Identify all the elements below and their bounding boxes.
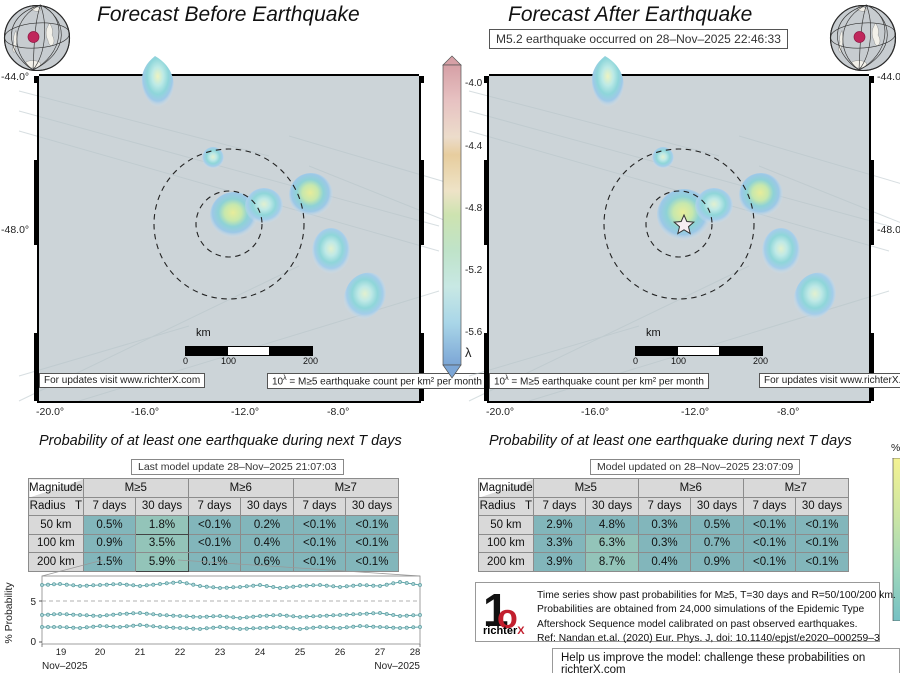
svg-text:26: 26 bbox=[335, 647, 346, 658]
svg-text:0: 0 bbox=[30, 637, 36, 648]
svg-text:19: 19 bbox=[56, 647, 67, 658]
svg-text:27: 27 bbox=[375, 647, 386, 658]
svg-text:Nov–2025: Nov–2025 bbox=[42, 661, 88, 672]
svg-text:% Probability: % Probability bbox=[3, 582, 15, 644]
svg-text:23: 23 bbox=[215, 647, 226, 658]
svg-text:5: 5 bbox=[30, 597, 36, 608]
svg-text:20: 20 bbox=[95, 647, 106, 658]
svg-text:21: 21 bbox=[135, 647, 146, 658]
svg-text:24: 24 bbox=[255, 647, 266, 658]
svg-text:25: 25 bbox=[295, 647, 306, 658]
svg-text:22: 22 bbox=[175, 647, 186, 658]
svg-text:Nov–2025: Nov–2025 bbox=[374, 661, 420, 672]
svg-text:28: 28 bbox=[410, 647, 421, 658]
